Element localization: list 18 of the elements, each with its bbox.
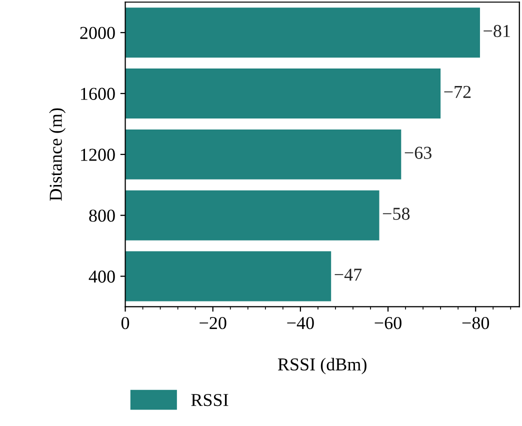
y-tick-label: 1600 — [81, 88, 115, 100]
y-tick-label: 400 — [88, 270, 115, 283]
x-tick-label: −40 — [287, 316, 314, 330]
y-tick-label: 1200 — [81, 148, 115, 161]
data-label: −63 — [404, 146, 432, 159]
x-tick-label: −80 — [462, 316, 490, 330]
data-label: −58 — [382, 208, 410, 220]
y-axis-title: Distance (m) — [49, 108, 66, 201]
data-label: −47 — [334, 268, 362, 281]
y-tick-label: 800 — [89, 210, 115, 222]
data-label: −72 — [444, 86, 471, 98]
x-tick-label: −20 — [200, 316, 226, 330]
x-tick-label: 0 — [121, 316, 130, 330]
data-label: −81 — [484, 24, 510, 38]
x-tick-label: −60 — [374, 316, 402, 330]
legend-label: RSSI — [191, 394, 228, 406]
x-axis-title: RSSI (dBm) — [278, 358, 366, 374]
y-tick-label: 2000 — [80, 26, 115, 40]
